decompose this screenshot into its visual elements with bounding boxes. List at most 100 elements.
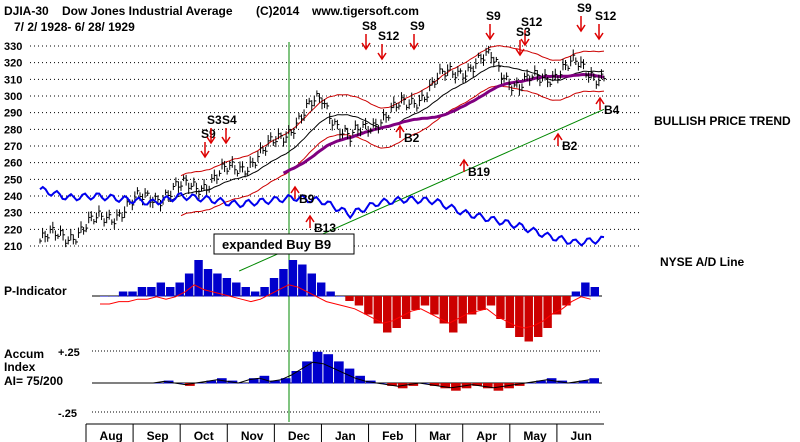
p-indicator-histogram	[100, 260, 599, 342]
site-label: www.tigersoft.com	[311, 4, 419, 18]
signal-label-s12: S12	[595, 9, 617, 23]
p-indicator-bar	[477, 296, 486, 310]
p-indicator-bar	[260, 287, 269, 297]
sell-arrow-head	[515, 48, 525, 57]
p-indicator-bar	[401, 296, 411, 319]
p-indicator-bar	[166, 287, 175, 297]
accum-bar	[472, 383, 482, 386]
p-indicator-bar	[250, 291, 260, 297]
p-indicator-bar	[383, 296, 392, 333]
signal-label-s12: S12	[521, 15, 543, 29]
sell-arrow-head	[361, 42, 371, 51]
accum-bar	[238, 383, 248, 384]
month-label-oct: Oct	[194, 429, 214, 442]
p-indicator-bar	[316, 282, 326, 297]
sell-arrow-head	[576, 24, 586, 33]
accum-minus-label: -.25	[58, 408, 77, 420]
y-tick-label-320: 320	[4, 58, 22, 70]
y-tick-label-270: 270	[4, 141, 22, 153]
sell-arrow-head	[485, 32, 495, 41]
accum-bar	[291, 371, 302, 384]
p-indicator-bar	[175, 282, 184, 297]
p-indicator-bar	[590, 287, 599, 297]
price-y-axis: 210 220 230 240 250 260 270 280 290 300 310 320 330	[4, 41, 22, 253]
signal-label-s9: S9	[201, 127, 216, 141]
date-range-label: 7/ 2/ 1928- 6/ 28/ 1929	[14, 20, 135, 34]
p-indicator-bar	[109, 296, 118, 297]
accum-bar	[153, 383, 163, 384]
accum-bar	[312, 351, 323, 384]
chart-title: Dow Jones Industrial Average	[62, 4, 233, 18]
accum-smoothed-line	[100, 361, 590, 389]
month-label-feb: Feb	[382, 429, 403, 442]
p-indicator-bar	[552, 296, 562, 315]
annotation-text: expanded Buy B9	[222, 237, 331, 252]
sell-arrow-head	[409, 42, 419, 51]
accum-bar	[568, 383, 578, 384]
y-tick-label-230: 230	[4, 208, 22, 220]
price-bars	[39, 45, 606, 248]
month-axis: Aug Sep Oct Nov Dec Jan Feb Mar Apr May Jun	[85, 424, 592, 442]
p-indicator-bar	[100, 296, 109, 297]
accum-bar	[589, 378, 599, 384]
signal-label-s9: S9	[410, 19, 425, 33]
p-indicator-bar	[581, 282, 590, 297]
signal-label-b2: B2	[404, 131, 420, 145]
p-indicator-bar	[524, 296, 533, 342]
month-label-jun: Jun	[570, 429, 591, 442]
trend-label: BULLISH PRICE TREND	[654, 114, 791, 128]
sell-arrow-head	[520, 38, 530, 47]
p-indicator-bar	[326, 291, 335, 297]
p-indicator-bar	[364, 296, 373, 315]
y-tick-label-330: 330	[4, 41, 22, 53]
accum-bar	[387, 383, 397, 386]
signal-label-b4: B4	[604, 103, 620, 117]
ad-line	[39, 185, 605, 247]
month-label-dec: Dec	[288, 429, 310, 442]
accum-bar	[408, 383, 419, 386]
signal-label-b13: B13	[314, 221, 336, 235]
accum-bar	[270, 380, 280, 384]
p-indicator-bar	[562, 296, 571, 306]
sell-arrow-head	[377, 52, 387, 61]
p-indicator-bar	[222, 278, 232, 297]
signal-label-s9: S9	[577, 1, 592, 15]
accum-bar	[536, 380, 546, 384]
sell-arrow-head	[206, 136, 216, 145]
y-tick-label-260: 260	[4, 158, 22, 170]
month-label-nov: Nov	[241, 429, 264, 442]
upper-band-line	[180, 45, 605, 177]
buy-arrow-head	[595, 96, 605, 105]
accum-bar	[514, 383, 525, 386]
accum-plus-label: +.25	[58, 347, 80, 359]
p-indicator-bar	[335, 296, 345, 297]
p-indicator-bar	[420, 296, 430, 306]
accum-label-line3: AI= 75/200	[4, 374, 63, 388]
buy-arrow-head	[459, 158, 469, 167]
signal-label-b9: B9	[299, 192, 315, 206]
month-label-mar: Mar	[429, 429, 451, 442]
moving-average-line	[168, 65, 605, 202]
ticker-label: DJIA-30	[4, 4, 49, 18]
p-indicator-bar	[543, 296, 552, 328]
y-tick-label-280: 280	[4, 124, 22, 136]
accum-bar	[440, 383, 451, 389]
p-indicator-bar	[496, 296, 505, 319]
y-tick-label-290: 290	[4, 108, 22, 120]
accum-bar	[578, 380, 589, 384]
p-indicator-bar	[345, 296, 354, 301]
accum-label-line1: Accum	[4, 347, 44, 361]
p-indicator-bar	[279, 269, 288, 297]
sell-arrow-head	[200, 150, 210, 159]
signal-label-s4: S4	[222, 113, 237, 127]
signal-label-s12: S12	[378, 29, 400, 43]
accum-bar	[482, 383, 493, 389]
accum-bar	[323, 354, 334, 384]
month-label-jan: Jan	[335, 429, 356, 442]
month-label-may: May	[523, 429, 547, 442]
accum-bar	[334, 361, 344, 384]
y-tick-label-250: 250	[4, 174, 22, 186]
p-indicator-label: P-Indicator	[4, 284, 67, 298]
